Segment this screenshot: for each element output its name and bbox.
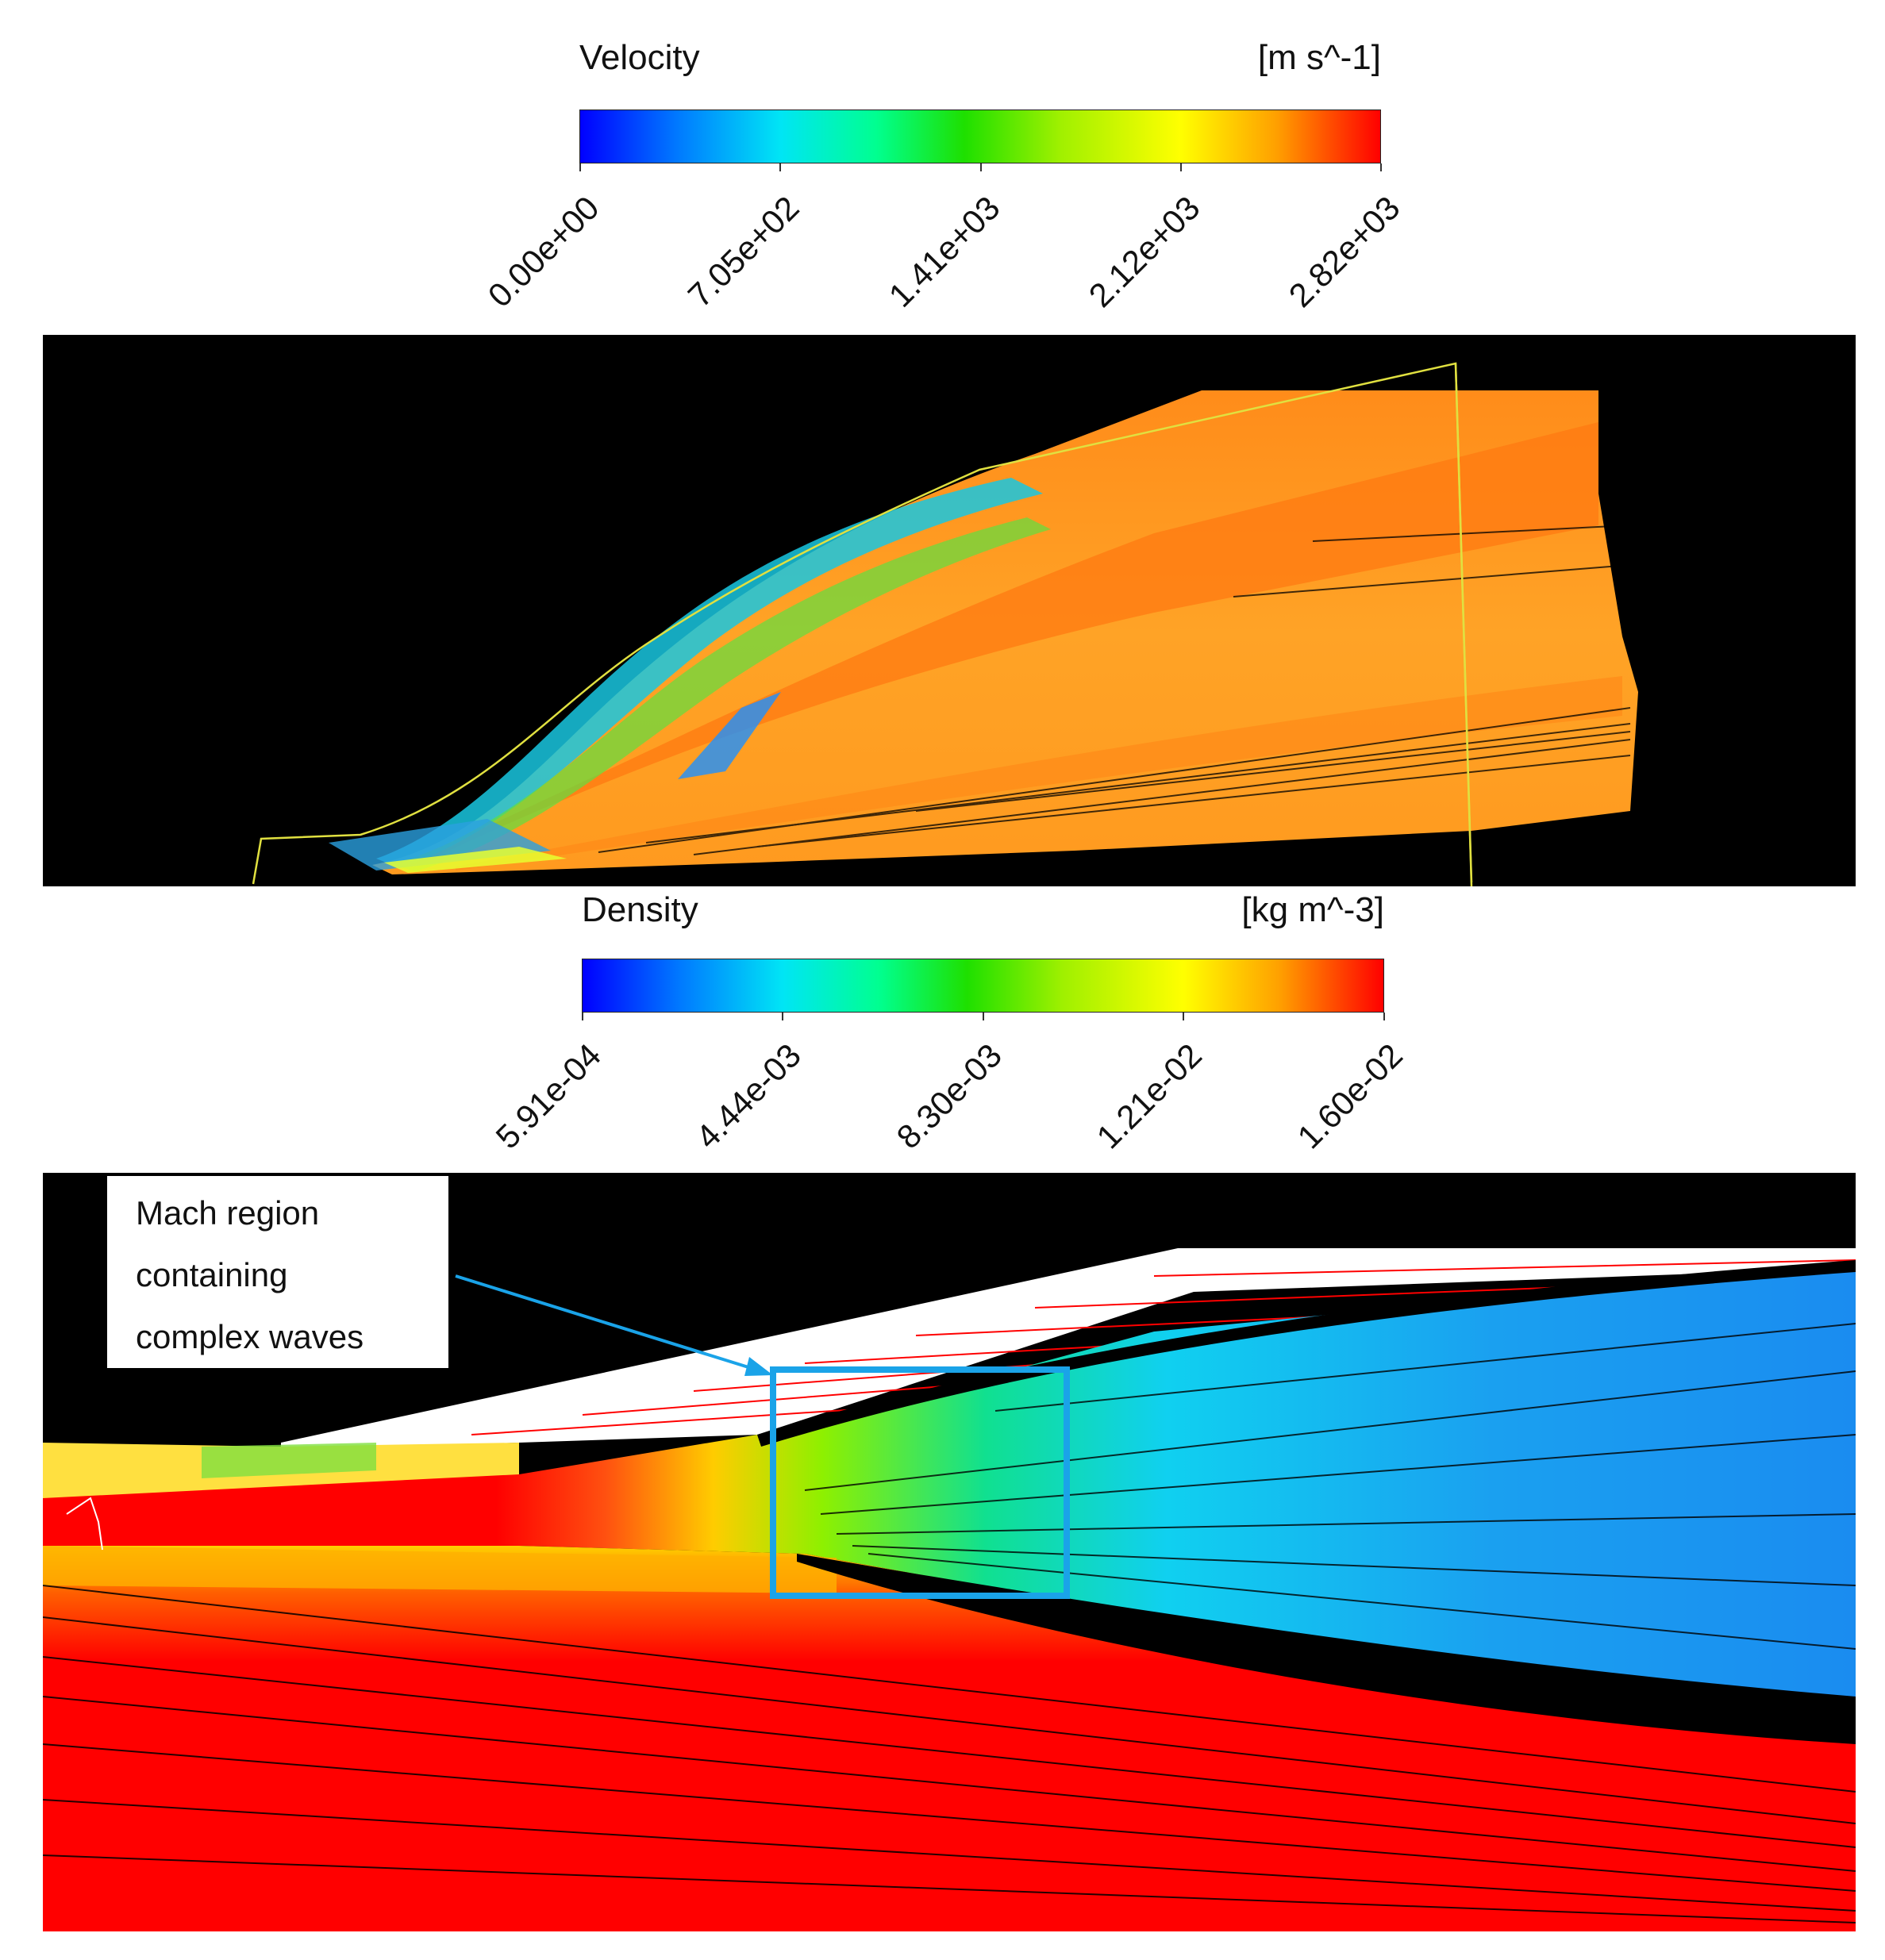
velocity-contour-graphic xyxy=(252,362,1638,886)
density-tick-mark xyxy=(582,1013,583,1020)
density-shear-green xyxy=(202,1443,376,1478)
velocity-throat-region xyxy=(329,819,551,870)
density-legend-title: Density xyxy=(582,890,698,929)
density-tick-mark xyxy=(782,1013,783,1020)
callout-line-3: complex waves xyxy=(136,1318,364,1355)
density-tick-mark xyxy=(1183,1013,1184,1020)
density-lower-yellow xyxy=(43,1546,837,1593)
velocity-colorbar xyxy=(579,110,1381,163)
velocity-contour-plot xyxy=(43,335,1856,886)
density-legend-units: [kg m^-3] xyxy=(1241,890,1384,929)
density-upper-void xyxy=(43,1173,1856,1447)
callout-line-2: containing xyxy=(136,1256,288,1293)
annotation-arrow-head xyxy=(744,1357,773,1376)
mach-region-callout: Mach region containing complex waves xyxy=(107,1176,448,1368)
density-lower-streaks xyxy=(43,1585,1856,1923)
density-tick-label: 1.21e-02 xyxy=(1089,1036,1210,1156)
density-contour-graphic xyxy=(43,1173,1856,1931)
velocity-tick-label: 2.12e+03 xyxy=(1081,189,1207,314)
density-tick-mark xyxy=(983,1013,984,1020)
callout-line-1: Mach region xyxy=(136,1194,320,1232)
density-lower-region xyxy=(43,1546,1856,1931)
velocity-legend-units: [m s^-1] xyxy=(1257,38,1381,77)
velocity-tick-label: 1.41e+03 xyxy=(881,189,1007,314)
velocity-tick-label: 0.00e+00 xyxy=(480,189,606,314)
velocity-core-band xyxy=(424,422,1598,863)
density-upper-wall xyxy=(281,1248,1856,1451)
density-tick-label: 5.91e-04 xyxy=(488,1036,609,1156)
density-lower-shock xyxy=(797,1554,1856,1744)
velocity-legend-title: Velocity xyxy=(579,38,700,77)
velocity-tick-mark xyxy=(579,163,581,171)
density-colorbar xyxy=(582,959,1384,1013)
velocity-tick-mark xyxy=(980,163,982,171)
density-tick-label: 8.30e-03 xyxy=(889,1036,1010,1156)
velocity-tick-label: 2.82e+03 xyxy=(1281,189,1407,314)
nozzle-outline xyxy=(252,362,1473,886)
velocity-tick-mark xyxy=(1380,163,1382,171)
velocity-throat-yellow xyxy=(384,847,567,873)
density-tick-mark xyxy=(1383,1013,1385,1020)
velocity-tick-mark xyxy=(779,163,781,171)
velocity-boundary-layer-cyan xyxy=(376,478,1043,868)
velocity-lower-band xyxy=(456,676,1622,870)
density-tick-label: 4.44e-03 xyxy=(688,1036,809,1156)
velocity-tick-mark xyxy=(1180,163,1182,171)
velocity-tick-label: 7.05e+02 xyxy=(680,189,806,314)
mach-region-box xyxy=(770,1366,1070,1599)
density-tick-label: 1.60e-02 xyxy=(1290,1036,1410,1156)
density-upper-shock xyxy=(757,1260,1856,1447)
inlet-trace xyxy=(66,1497,103,1551)
velocity-blue-patch xyxy=(678,692,781,779)
density-core-streaks xyxy=(804,1323,1856,1650)
velocity-boundary-layer-green xyxy=(392,517,1051,871)
annotation-arrow xyxy=(455,1274,762,1373)
